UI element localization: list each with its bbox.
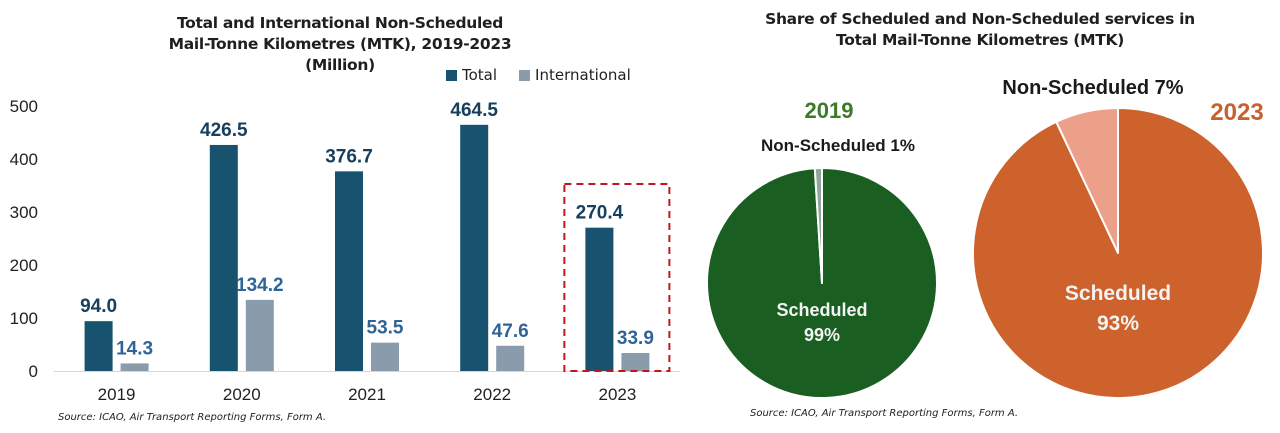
y-tick-label: 500 [10,97,38,116]
legend-item-total: Total [446,66,497,84]
legend-swatch-international [519,69,531,81]
y-tick-label: 300 [10,203,38,222]
data-label-international-2023: 33.9 [617,328,654,349]
x-tick-label: 2022 [473,385,511,404]
bar-international-2020 [245,299,274,371]
y-tick-label: 200 [10,256,38,275]
bar-chart-title-line-3: (Million) [305,56,375,74]
pie-label-scheduled-2019: Scheduled [776,300,867,320]
bar-chart-legend: Total International [446,66,653,84]
data-label-international-2022: 47.6 [492,321,529,342]
pie-chart-title-line-2: Total Mail-Tonne Kilometres (MTK) [836,31,1124,49]
legend-item-international: International [519,66,631,84]
bar-international-2021 [371,342,399,371]
highlight-box-2023 [563,183,671,372]
pie-label-scheduled-pct-2023: 93% [1097,312,1139,335]
x-tick-label: 2020 [223,385,261,404]
bar-chart: 0 100 200 300 400 500 94.0 14.3 2019 426.5 134.2 20… [10,97,680,404]
bar-international-2019 [120,363,149,371]
pie-year-label-2023: 2023 [1210,99,1263,126]
pie-slice-2019-non-scheduled [813,167,823,284]
pie-slice-2023-non-scheduled [1055,107,1119,254]
x-tick-label: 2021 [348,385,386,404]
pie-charts: 2019 Non-Scheduled 1% Scheduled 99% 2023 Non-… [706,77,1264,399]
pie-chart-title-line-1: Share of Scheduled and Non-Scheduled ser… [765,10,1195,28]
pie-year-label-2019: 2019 [805,98,854,123]
data-label-total-2023: 270.4 [576,203,624,224]
pie-label-scheduled-pct-2019: 99% [804,325,840,345]
bar-international-2022 [496,345,525,371]
pie-label-scheduled-2023: Scheduled [1065,282,1171,305]
bar-total-2022 [460,124,489,371]
y-tick-label: 0 [29,362,38,381]
data-label-international-2021: 53.5 [367,318,404,339]
bar-total-2019 [84,321,113,371]
bar-total-2020 [209,144,238,371]
y-tick-label: 400 [10,150,38,169]
pie-label-nonscheduled-2023: Non-Scheduled 7% [1002,77,1183,99]
bar-chart-title-line-2: Mail-Tonne Kilometres (MTK), 2019-2023 [168,35,512,53]
bar-international-2023 [621,353,650,371]
bar-total-2021 [335,171,363,371]
data-label-total-2019: 94.0 [80,296,117,317]
x-tick-label: 2019 [98,385,136,404]
data-label-total-2021: 376.7 [325,146,373,167]
data-label-international-2019: 14.3 [116,338,153,359]
bar-chart-source: Source: ICAO, Air Transport Reporting Fo… [58,412,327,423]
bar-chart-title: Total and International Non-Scheduled Ma… [110,13,570,76]
bar-total-2023 [585,227,614,371]
pie-label-nonscheduled-2019: Non-Scheduled 1% [761,136,915,155]
data-label-total-2020: 426.5 [200,120,248,141]
pie-chart-source: Source: ICAO, Air Transport Reporting Fo… [750,408,1019,419]
pie-chart-title: Share of Scheduled and Non-Scheduled ser… [740,9,1220,51]
legend-label-international: International [535,66,631,84]
data-label-total-2022: 464.5 [450,100,498,121]
data-label-international-2020: 134.2 [236,275,284,296]
legend-swatch-total [446,69,457,81]
y-tick-label: 100 [10,309,38,328]
bar-chart-title-line-1: Total and International Non-Scheduled [176,14,504,32]
legend-label-total: Total [462,66,498,84]
x-tick-label: 2023 [598,385,636,404]
